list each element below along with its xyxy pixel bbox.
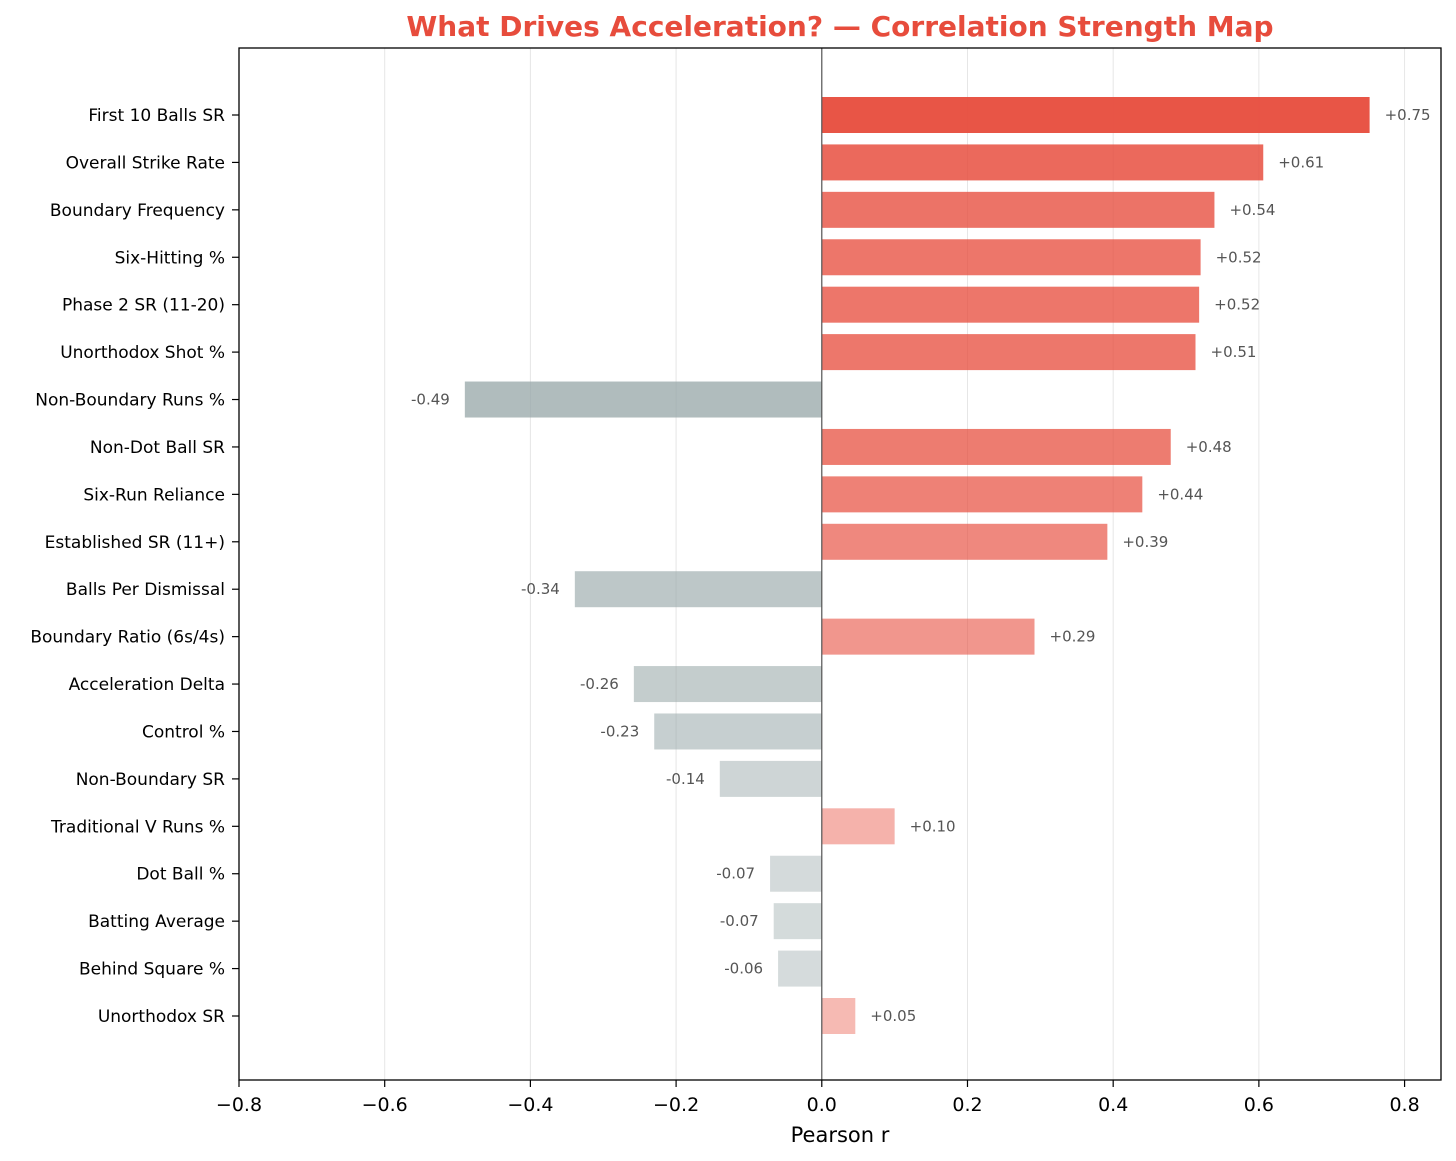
value-label: +0.52: [1216, 248, 1262, 266]
x-tick-label: −0.6: [362, 1094, 408, 1116]
x-tick-label: 0.8: [1389, 1094, 1419, 1116]
category-label: Non-Dot Ball SR: [90, 438, 225, 458]
category-label: Boundary Frequency: [50, 201, 225, 221]
value-label: +0.48: [1186, 438, 1232, 456]
value-label: -0.06: [724, 960, 763, 978]
bar: [633, 666, 822, 703]
category-label: Balls Per Dismissal: [66, 580, 225, 600]
category-label: Overall Strike Rate: [66, 153, 225, 173]
category-label: Unorthodox Shot %: [60, 343, 225, 363]
bar: [821, 239, 1201, 276]
bar: [821, 97, 1370, 133]
bar: [821, 144, 1264, 181]
bar: [773, 903, 822, 940]
value-label: +0.75: [1385, 106, 1431, 124]
value-label: -0.14: [666, 770, 705, 788]
value-label: +0.10: [910, 817, 956, 835]
bar: [821, 808, 895, 845]
bar: [654, 713, 822, 750]
bar: [719, 760, 822, 797]
plot-frame: [238, 47, 1442, 1081]
x-tick-label: −0.8: [216, 1094, 262, 1116]
category-label: Established SR (11+): [45, 533, 225, 553]
value-label: +0.61: [1278, 153, 1324, 171]
value-label: -0.49: [411, 391, 450, 409]
value-label: -0.26: [580, 675, 619, 693]
category-label: Batting Average: [88, 912, 225, 932]
bar: [821, 191, 1215, 228]
bar: [778, 950, 822, 987]
x-tick-label: 0.2: [952, 1094, 982, 1116]
category-label: Unorthodox SR: [98, 1007, 225, 1027]
value-label: +0.44: [1157, 485, 1203, 503]
category-label: Acceleration Delta: [69, 675, 225, 695]
chart-title: What Drives Acceleration? — Correlation …: [406, 10, 1273, 43]
category-label: Non-Boundary Runs %: [35, 391, 225, 411]
value-label: +0.39: [1122, 533, 1168, 551]
value-label: -0.07: [716, 865, 755, 883]
value-label: -0.23: [600, 722, 639, 740]
category-label: Six-Hitting %: [115, 248, 225, 268]
value-label: -0.07: [720, 912, 759, 930]
bar: [770, 855, 822, 892]
x-tick-label: 0.4: [1098, 1094, 1128, 1116]
category-label: Control %: [142, 722, 225, 742]
x-tick-label: 0.0: [807, 1094, 837, 1116]
x-tick-label: −0.2: [653, 1094, 699, 1116]
x-tick-label: −0.4: [507, 1094, 553, 1116]
label-layer: First 10 Balls SR +0.75 Overall Strike Rat…: [30, 106, 1430, 1027]
category-label: Non-Boundary SR: [76, 770, 225, 790]
category-label: Behind Square %: [79, 960, 225, 980]
bar: [821, 523, 1108, 560]
category-label: Boundary Ratio (6s/4s): [30, 628, 225, 648]
bar: [821, 428, 1171, 465]
value-label: +0.54: [1229, 201, 1275, 219]
category-label: Dot Ball %: [136, 865, 225, 885]
bar: [821, 476, 1143, 513]
bar: [821, 334, 1196, 371]
value-label: -0.34: [521, 580, 560, 598]
category-label: First 10 Balls SR: [88, 106, 225, 126]
bar: [821, 286, 1200, 323]
value-label: +0.52: [1214, 296, 1260, 314]
x-tick-label: 0.6: [1244, 1094, 1274, 1116]
value-label: +0.05: [870, 1007, 916, 1025]
value-label: +0.29: [1050, 628, 1096, 646]
value-label: +0.51: [1211, 343, 1257, 361]
bar: [821, 998, 856, 1034]
bar-layer: [464, 97, 1370, 1034]
category-label: Six-Run Reliance: [83, 485, 225, 505]
bar: [574, 571, 822, 608]
bar: [464, 381, 822, 418]
tick-layer: −0.8 −0.6 −0.4 −0.2 0.0 0.2 0.4 0.6 0.8: [216, 114, 1420, 1116]
x-axis-title: Pearson r: [791, 1123, 890, 1147]
bar: [821, 618, 1035, 655]
category-label: Traditional V Runs %: [50, 817, 225, 837]
category-label: Phase 2 SR (11-20): [62, 296, 225, 316]
